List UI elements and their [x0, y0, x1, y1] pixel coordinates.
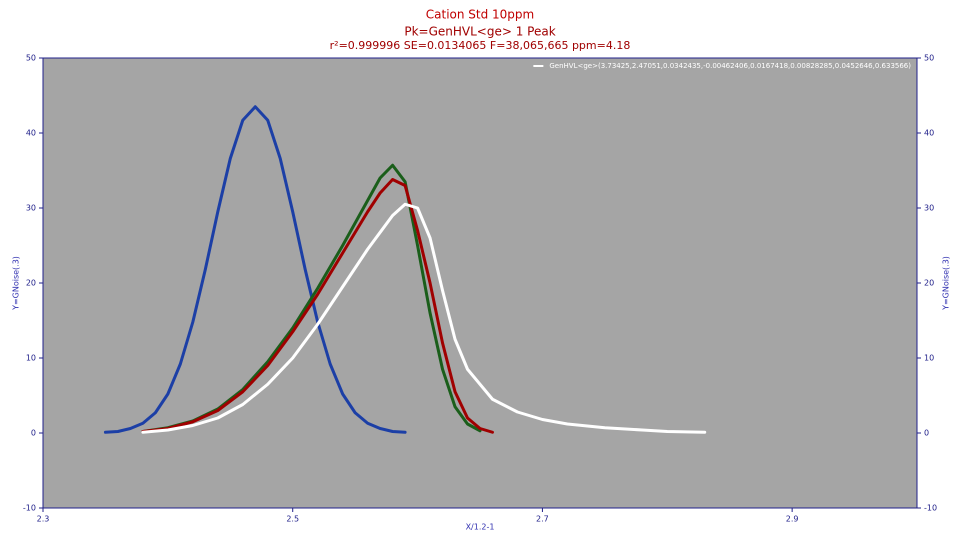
- x-axis-label: X/1.2-1: [466, 523, 495, 532]
- y-tick-label: -10: [23, 504, 36, 513]
- y-tick-label: 30: [26, 204, 36, 213]
- chart-title: Cation Std 10ppm: [426, 8, 534, 22]
- y-tick-label: 50: [26, 54, 36, 63]
- x-tick-label: 2.5: [286, 515, 299, 524]
- plot-area: [42, 57, 918, 509]
- series-line: [141, 202, 707, 434]
- y-tick-label: 40: [26, 129, 36, 138]
- y2-tick-label: 50: [924, 54, 934, 63]
- y2-tick-label: 10: [924, 354, 934, 363]
- y2-tick-label: 20: [924, 279, 934, 288]
- chart-subtitle: Pk=GenHVL<ge> 1 Peak: [404, 25, 555, 39]
- y-tick-label: 0: [31, 429, 36, 438]
- y-tick-label: 20: [26, 279, 36, 288]
- x-tick-label: 2.7: [536, 515, 549, 524]
- y2-tick-label: 0: [924, 429, 929, 438]
- y2-tick-label: 30: [924, 204, 934, 213]
- legend-label: GenHVL<ge>(3.73425,2.47051,0.0342435,-0.…: [549, 62, 911, 70]
- y2-axis-label: Y=GNoise(.3): [942, 256, 951, 311]
- y-tick-label: 10: [26, 354, 36, 363]
- y2-tick-label: 40: [924, 129, 934, 138]
- series-line: [103, 105, 407, 434]
- x-tick-label: 2.9: [786, 515, 799, 524]
- y2-tick-label: -10: [924, 504, 937, 513]
- series-line: [141, 178, 494, 434]
- x-tick-label: 2.3: [37, 515, 50, 524]
- y-axis-label: Y=GNoise(.3): [12, 256, 21, 311]
- fit-stats: r²=0.999996 SE=0.0134065 F=38,065,665 pp…: [330, 39, 631, 52]
